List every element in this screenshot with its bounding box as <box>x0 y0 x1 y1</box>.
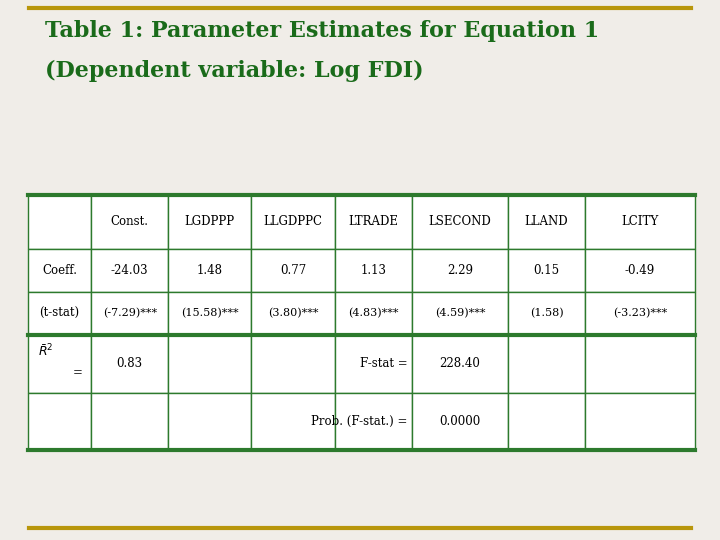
Text: -0.49: -0.49 <box>625 264 655 276</box>
Text: LLAND: LLAND <box>525 215 568 228</box>
Text: LGDPPP: LGDPPP <box>185 215 235 228</box>
Text: 0.15: 0.15 <box>534 264 559 276</box>
Text: (4.59)***: (4.59)*** <box>435 308 485 319</box>
Bar <box>91 248 168 292</box>
Text: (15.58)***: (15.58)*** <box>181 308 238 319</box>
Bar <box>168 248 251 292</box>
Text: 0.77: 0.77 <box>280 264 306 276</box>
Text: Table 1: Parameter Estimates for Equation 1: Table 1: Parameter Estimates for Equatio… <box>45 20 599 42</box>
Bar <box>28 335 91 393</box>
Text: (4.83)***: (4.83)*** <box>348 308 398 319</box>
Text: LTRADE: LTRADE <box>348 215 398 228</box>
Text: (-7.29)***: (-7.29)*** <box>103 308 157 319</box>
Text: 0.83: 0.83 <box>117 357 143 370</box>
Text: 228.40: 228.40 <box>439 357 480 370</box>
Text: Const.: Const. <box>111 215 149 228</box>
Text: 2.29: 2.29 <box>447 264 473 276</box>
Bar <box>508 248 585 292</box>
Bar <box>28 393 91 450</box>
Text: LSECOND: LSECOND <box>428 215 491 228</box>
Bar <box>412 292 508 335</box>
Text: LLGDPPC: LLGDPPC <box>264 215 323 228</box>
Bar <box>168 292 251 335</box>
Bar <box>251 248 335 292</box>
Bar <box>28 195 91 248</box>
Bar <box>335 248 412 292</box>
Text: (t-stat): (t-stat) <box>40 307 80 320</box>
Text: $\bar{R}^{2}$: $\bar{R}^{2}$ <box>38 343 53 360</box>
Text: (1.58): (1.58) <box>530 308 564 319</box>
Text: Prob. (F-stat.) =: Prob. (F-stat.) = <box>311 415 408 428</box>
Bar <box>251 292 335 335</box>
Text: F-stat =: F-stat = <box>360 357 408 370</box>
Text: -24.03: -24.03 <box>111 264 148 276</box>
Text: (-3.23)***: (-3.23)*** <box>613 308 667 319</box>
Text: Coeff.: Coeff. <box>42 264 77 276</box>
Text: LCITY: LCITY <box>621 215 659 228</box>
Bar <box>585 248 695 292</box>
Bar <box>91 292 168 335</box>
Text: (3.80)***: (3.80)*** <box>268 308 318 319</box>
Text: (Dependent variable: Log FDI): (Dependent variable: Log FDI) <box>45 60 423 82</box>
Bar <box>585 292 695 335</box>
Text: 0.0000: 0.0000 <box>439 415 480 428</box>
Bar <box>28 292 91 335</box>
Bar <box>28 248 91 292</box>
Bar <box>412 248 508 292</box>
Bar <box>508 292 585 335</box>
Bar <box>335 292 412 335</box>
Text: 1.48: 1.48 <box>197 264 222 276</box>
Text: 1.13: 1.13 <box>360 264 386 276</box>
Text: =: = <box>73 366 82 379</box>
